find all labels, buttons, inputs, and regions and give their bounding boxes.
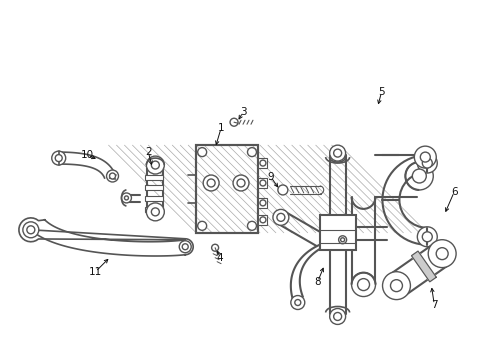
Polygon shape	[52, 151, 116, 178]
Circle shape	[179, 241, 191, 253]
Circle shape	[260, 180, 266, 186]
Circle shape	[212, 244, 219, 251]
Circle shape	[207, 179, 215, 187]
Text: 4: 4	[217, 253, 223, 263]
Circle shape	[260, 160, 266, 166]
Polygon shape	[389, 243, 450, 296]
Circle shape	[203, 175, 219, 191]
Circle shape	[277, 213, 285, 221]
Circle shape	[334, 149, 342, 157]
Circle shape	[278, 185, 288, 195]
Circle shape	[52, 151, 66, 165]
Bar	[146, 185, 163, 190]
Text: 8: 8	[315, 276, 321, 287]
Circle shape	[124, 196, 128, 200]
Circle shape	[291, 296, 305, 310]
Text: 11: 11	[89, 267, 102, 276]
Text: 9: 9	[268, 172, 274, 182]
Bar	[258, 198, 267, 208]
Circle shape	[197, 148, 207, 157]
Bar	[146, 175, 163, 180]
Circle shape	[147, 156, 164, 174]
Circle shape	[413, 169, 426, 183]
Circle shape	[391, 280, 402, 292]
Circle shape	[110, 173, 116, 179]
Text: 6: 6	[451, 187, 458, 197]
Circle shape	[23, 222, 39, 238]
Circle shape	[260, 200, 266, 206]
Circle shape	[383, 272, 411, 300]
Circle shape	[330, 309, 345, 324]
Circle shape	[436, 248, 448, 260]
Circle shape	[352, 273, 375, 297]
Circle shape	[122, 193, 131, 203]
Circle shape	[334, 312, 342, 320]
Bar	[319, 215, 356, 250]
Circle shape	[339, 236, 346, 244]
Circle shape	[420, 152, 430, 162]
Bar	[146, 207, 163, 212]
Text: 10: 10	[81, 150, 94, 160]
Text: 5: 5	[378, 87, 385, 97]
Polygon shape	[19, 218, 193, 256]
Circle shape	[295, 300, 301, 306]
Circle shape	[230, 118, 238, 126]
Circle shape	[247, 221, 256, 230]
Bar	[258, 215, 267, 225]
Circle shape	[273, 210, 289, 225]
Circle shape	[106, 170, 119, 182]
Bar	[146, 196, 163, 201]
Bar	[258, 158, 267, 168]
Circle shape	[151, 208, 159, 216]
Circle shape	[151, 161, 159, 169]
Circle shape	[422, 232, 432, 242]
Bar	[196, 145, 258, 233]
Text: 2: 2	[145, 147, 152, 157]
Text: 3: 3	[240, 107, 246, 117]
Circle shape	[358, 279, 369, 291]
Circle shape	[247, 148, 256, 157]
Circle shape	[417, 153, 437, 173]
Circle shape	[422, 158, 432, 168]
Circle shape	[197, 221, 207, 230]
Circle shape	[428, 240, 456, 267]
Bar	[258, 178, 267, 188]
Circle shape	[330, 145, 345, 161]
Circle shape	[260, 217, 266, 223]
Circle shape	[182, 244, 188, 250]
Circle shape	[233, 175, 249, 191]
Bar	[196, 145, 258, 233]
Circle shape	[55, 154, 62, 162]
Polygon shape	[412, 251, 436, 282]
Circle shape	[405, 162, 433, 190]
Circle shape	[147, 203, 164, 221]
Text: 7: 7	[431, 300, 438, 310]
Circle shape	[341, 238, 344, 242]
Text: 1: 1	[218, 123, 224, 133]
Circle shape	[417, 227, 437, 247]
Circle shape	[27, 226, 35, 234]
Circle shape	[415, 146, 436, 168]
Circle shape	[237, 179, 245, 187]
